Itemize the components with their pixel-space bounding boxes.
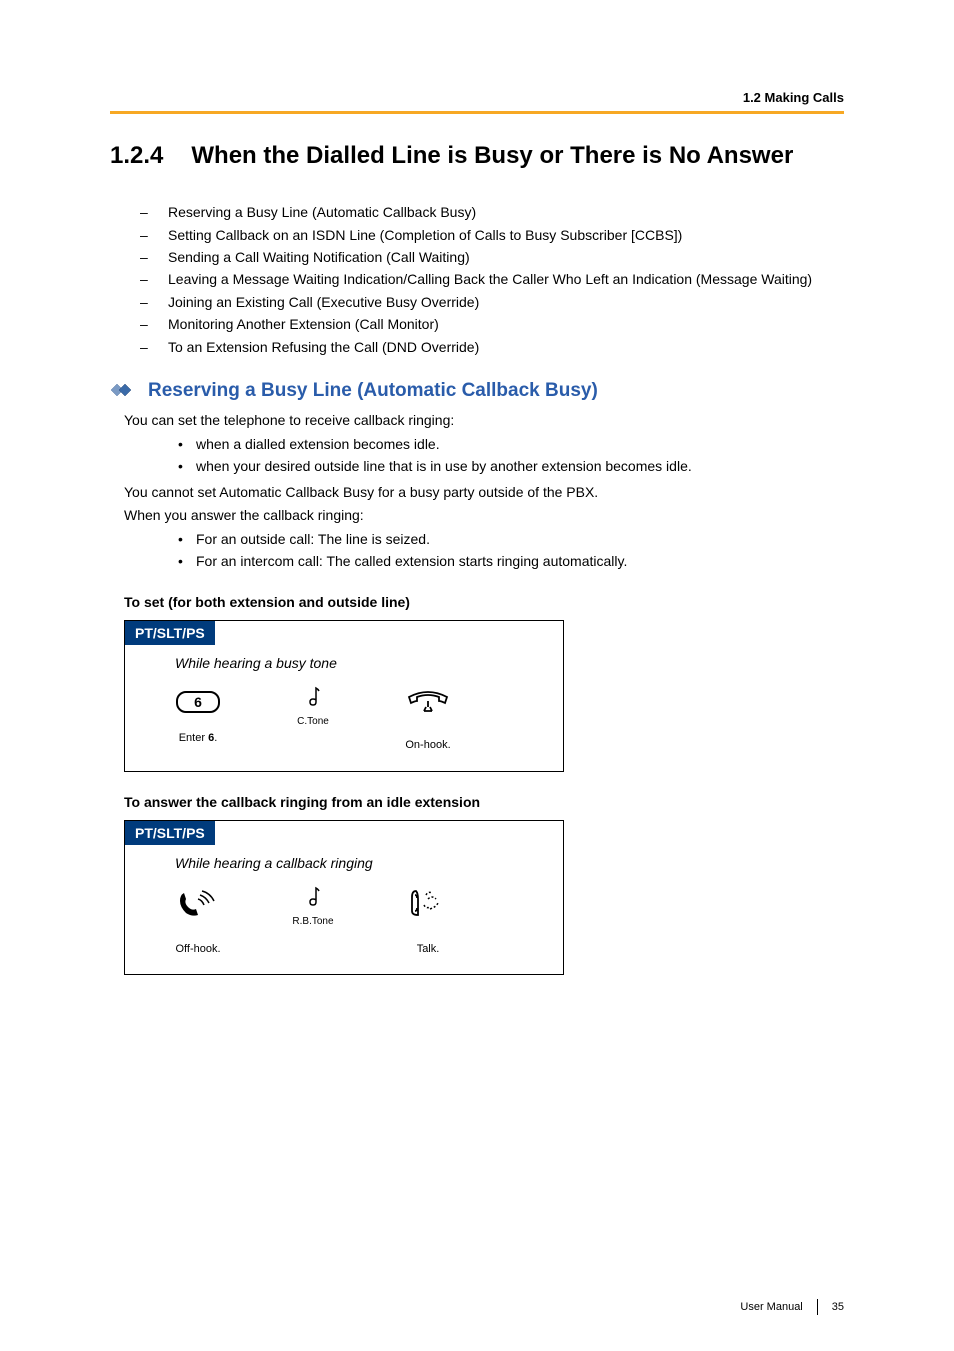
onhook-icon <box>403 685 453 720</box>
title-text: When the Dialled Line is Busy or There i… <box>191 142 793 169</box>
key-step: 6 Enter 6. <box>157 685 239 745</box>
note-text: You cannot set Automatic Callback Busy f… <box>124 482 844 503</box>
footer: User Manual 35 <box>740 1299 844 1315</box>
bullet-list-1: when a dialled extension becomes idle. w… <box>178 433 844 478</box>
bullet-list-2: For an outside call: The line is seized.… <box>178 528 844 573</box>
subsection-header: Reserving a Busy Line (Automatic Callbac… <box>110 380 844 402</box>
diamond-icon <box>110 382 138 400</box>
toc-list: Reserving a Busy Line (Automatic Callbac… <box>140 201 844 358</box>
toc-item: Sending a Call Waiting Notification (Cal… <box>140 246 844 268</box>
intro-text: You can set the telephone to receive cal… <box>124 410 844 431</box>
footer-divider <box>817 1299 818 1315</box>
onhook-label: On-hook. <box>405 738 450 752</box>
toc-item: Setting Callback on an ISDN Line (Comple… <box>140 224 844 246</box>
toc-item: Leaving a Message Waiting Indication/Cal… <box>140 268 844 290</box>
talk-step: Talk. <box>387 885 469 956</box>
toc-item: Reserving a Busy Line (Automatic Callbac… <box>140 201 844 223</box>
talk-icon <box>406 885 450 924</box>
procedure-row: 6 Enter 6. C.Tone On-hook. <box>125 685 563 770</box>
tone-label: C.Tone <box>297 716 329 727</box>
toc-item: Monitoring Another Extension (Call Monit… <box>140 313 844 335</box>
page-title: 1.2.4 When the Dialled Line is Busy or Th… <box>110 140 844 171</box>
note-icon <box>303 885 323 914</box>
tone-step: R.B.Tone <box>283 885 343 927</box>
bullet-item: For an intercom call: The called extensi… <box>178 550 844 572</box>
procedure-condition: While hearing a callback ringing <box>125 845 563 885</box>
title-number: 1.2.4 <box>110 142 163 169</box>
procedure-condition: While hearing a busy tone <box>125 645 563 685</box>
procedure-title: To answer the callback ringing from an i… <box>124 794 844 810</box>
toc-item: Joining an Existing Call (Executive Busy… <box>140 291 844 313</box>
onhook-step: On-hook. <box>387 685 469 752</box>
procedure-head: PT/SLT/PS <box>125 621 215 645</box>
procedure-box-1: PT/SLT/PS While hearing a busy tone 6 En… <box>124 620 564 771</box>
header-section-label: 1.2 Making Calls <box>110 90 844 105</box>
bullet-item: when your desired outside line that is i… <box>178 455 844 477</box>
toc-item: To an Extension Refusing the Call (DND O… <box>140 336 844 358</box>
offhook-label: Off-hook. <box>175 942 220 956</box>
key-6-icon: 6 <box>176 691 220 713</box>
note-icon <box>303 685 323 714</box>
footer-manual: User Manual <box>740 1301 802 1313</box>
bullet-item: when a dialled extension becomes idle. <box>178 433 844 455</box>
note-text: When you answer the callback ringing: <box>124 505 844 526</box>
tone-step: C.Tone <box>283 685 343 727</box>
footer-page: 35 <box>832 1301 844 1313</box>
procedure-title: To set (for both extension and outside l… <box>124 594 844 610</box>
procedure-row: Off-hook. R.B.Tone Talk. <box>125 885 563 974</box>
key-label: Enter 6. <box>179 731 218 745</box>
offhook-icon <box>176 885 220 924</box>
offhook-step: Off-hook. <box>157 885 239 956</box>
tone-label: R.B.Tone <box>292 916 333 927</box>
subsection-title: Reserving a Busy Line (Automatic Callbac… <box>148 380 598 402</box>
talk-label: Talk. <box>417 942 440 956</box>
header-rule <box>110 111 844 114</box>
procedure-box-2: PT/SLT/PS While hearing a callback ringi… <box>124 820 564 975</box>
procedure-head: PT/SLT/PS <box>125 821 215 845</box>
bullet-item: For an outside call: The line is seized. <box>178 528 844 550</box>
